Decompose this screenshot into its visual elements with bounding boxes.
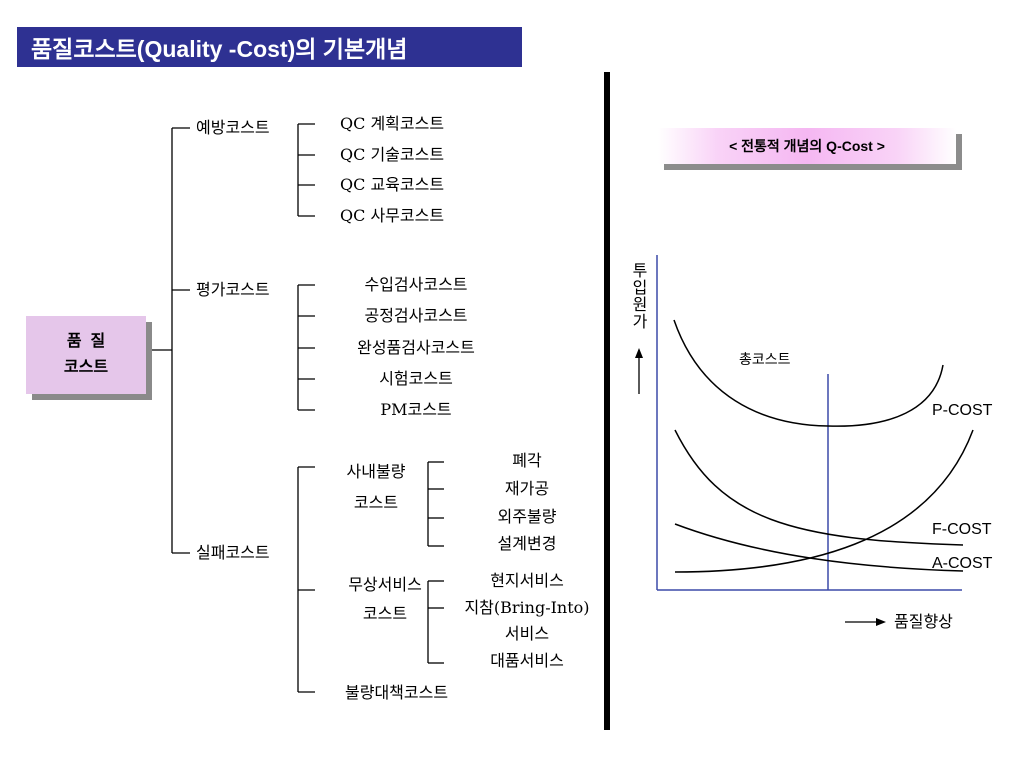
appraisal-item: PM코스트 xyxy=(380,400,452,419)
root-label-line1: 품 질 xyxy=(66,333,106,350)
internal-failure-item: 외주불량 xyxy=(497,507,557,526)
y-arrow-head xyxy=(635,348,643,358)
p-cost-curve xyxy=(674,429,974,573)
x-arrow-head xyxy=(876,618,886,626)
internal-failure-label-line2: 코스트 xyxy=(353,493,399,512)
page-title: 품질코스트(Quality -Cost)의 기본개념 xyxy=(17,27,522,67)
failure-cost-label: 실패코스트 xyxy=(196,543,270,562)
f-cost-curve xyxy=(674,429,964,546)
appraisal-cost-label: 평가코스트 xyxy=(196,280,270,299)
prevention-item: QC 교육코스트 xyxy=(340,175,445,194)
free-service-label-line1: 무상서비스 xyxy=(348,575,422,594)
root-label-line2: 코스트 xyxy=(63,359,109,376)
p-cost-label: P-COST xyxy=(932,402,993,419)
x-axis-label: 품질향상 xyxy=(894,612,953,631)
free-service-item: 대품서비스 xyxy=(490,651,564,670)
f-cost-label: F-COST xyxy=(932,521,992,538)
free-service-item: 지참(Bring-Into) xyxy=(464,598,590,617)
internal-failure-item: 재가공 xyxy=(504,479,550,498)
free-service-item: 현지서비스 xyxy=(490,571,564,590)
appraisal-item: 시험코스트 xyxy=(379,369,453,388)
internal-failure-label-line1: 사내불량 xyxy=(346,462,406,481)
y-axis-label: 투입원가 xyxy=(632,261,648,331)
internal-failure-item: 폐각 xyxy=(512,451,542,470)
appraisal-item: 완성품검사코스트 xyxy=(357,338,475,357)
prevention-item: QC 사무코스트 xyxy=(340,206,445,225)
prevention-item: QC 계획코스트 xyxy=(340,114,445,133)
internal-failure-item: 설계변경 xyxy=(497,534,557,553)
a-cost-label: A-COST xyxy=(932,555,993,572)
prevention-cost-label: 예방코스트 xyxy=(196,118,270,137)
countermeasure-cost-label: 불량대책코스트 xyxy=(345,683,449,702)
root-quality-cost-box: 품 질 코스트 xyxy=(26,316,146,394)
prevention-item: QC 기술코스트 xyxy=(340,145,445,164)
chart-title: < 전통적 개념의 Q-Cost > xyxy=(658,128,956,164)
section-divider xyxy=(604,72,610,730)
free-service-item: 서비스 xyxy=(504,624,550,643)
a-cost-curve xyxy=(674,523,964,572)
appraisal-item: 수입검사코스트 xyxy=(364,275,468,294)
total-cost-label: 총코스트 xyxy=(739,352,791,368)
appraisal-item: 공정검사코스트 xyxy=(364,306,468,325)
free-service-label-line2: 코스트 xyxy=(362,604,408,623)
total-cost-curve xyxy=(673,319,944,427)
